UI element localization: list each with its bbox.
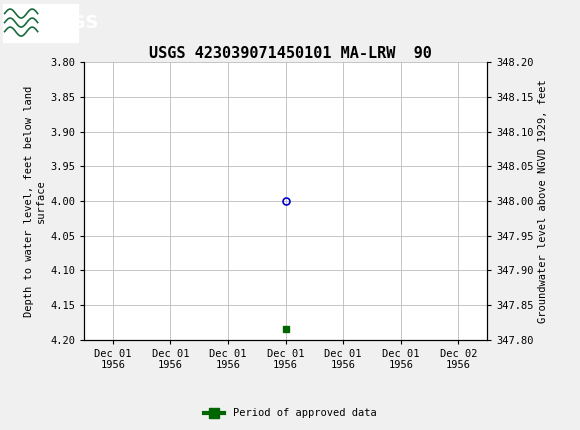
Y-axis label: Depth to water level, feet below land
surface: Depth to water level, feet below land su… xyxy=(24,86,46,316)
Text: USGS 423039071450101 MA-LRW  90: USGS 423039071450101 MA-LRW 90 xyxy=(148,46,432,61)
Y-axis label: Groundwater level above NGVD 1929, feet: Groundwater level above NGVD 1929, feet xyxy=(538,79,548,323)
Bar xyxy=(3,3,78,42)
Legend: Period of approved data: Period of approved data xyxy=(200,404,380,423)
Text: USGS: USGS xyxy=(44,14,99,31)
